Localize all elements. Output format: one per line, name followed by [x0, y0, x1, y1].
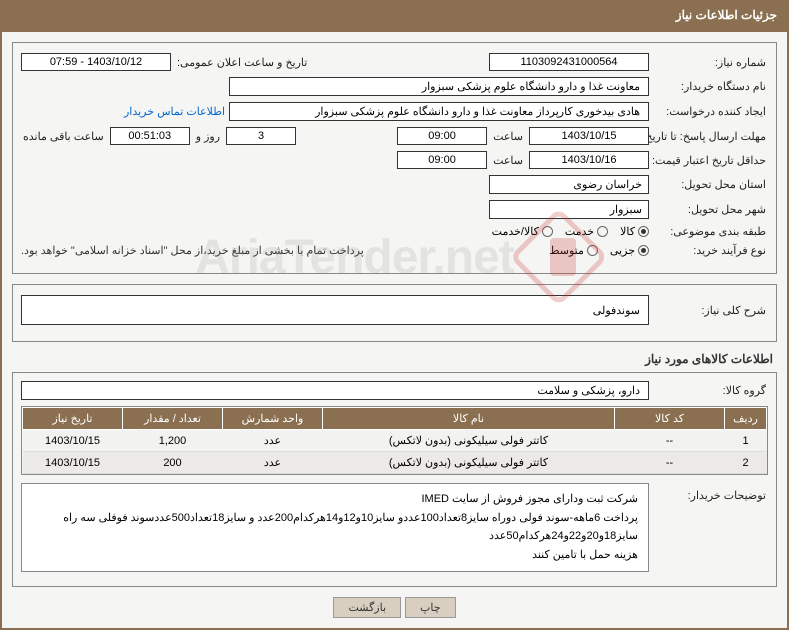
remaining-label: ساعت باقی مانده: [21, 130, 106, 143]
cat-service-radio[interactable]: خدمت: [565, 225, 608, 238]
notes-line-3: هزینه حمل با تامین کنند: [32, 546, 638, 565]
notes-label: توضیحات خریدار:: [653, 483, 768, 502]
time-label-2: ساعت: [491, 154, 525, 167]
cat-goods-service-radio[interactable]: کالا/خدمت: [492, 225, 553, 238]
proc-medium-label: متوسط: [549, 244, 584, 257]
row-notes: توضیحات خریدار: شرکت ثبت ودارای مجوز فرو…: [21, 483, 768, 572]
summary-label: شرح کلی نیاز:: [653, 304, 768, 317]
goods-group-field: دارو، پزشکی و سلامت: [21, 381, 649, 400]
reply-deadline-date: 1403/10/15: [529, 127, 649, 145]
notes-line-1: شرکت ثبت ودارای مجوز فروش از سایت IMED: [32, 490, 638, 509]
details-section: شماره نیاز: 1103092431000564 تاریخ و ساع…: [12, 42, 777, 274]
radio-icon: [638, 245, 649, 256]
row-min-validity: حداقل تاریخ اعتبار قیمت: تا تاریخ: 1403/…: [21, 151, 768, 169]
radio-icon: [542, 226, 553, 237]
page-title: جزئیات اطلاعات نیاز: [676, 8, 777, 22]
days-field: 3: [226, 127, 296, 145]
proc-medium-radio[interactable]: متوسط: [549, 244, 598, 257]
cell-row: 1: [725, 430, 767, 452]
cell-qty: 1,200: [123, 430, 223, 452]
th-unit: واحد شمارش: [223, 408, 323, 430]
cat-service-label: خدمت: [565, 225, 594, 238]
remaining-time: 00:51:03: [110, 127, 190, 145]
min-validity-time: 09:00: [397, 151, 487, 169]
cell-name: کاتتر فولی سیلیکونی (بدون لاتکس): [323, 452, 615, 474]
cat-goods-label: کالا: [620, 225, 635, 238]
button-row: چاپ بازگشت: [12, 597, 777, 618]
proc-minor-radio[interactable]: جزیی: [610, 244, 649, 257]
cell-code: --: [615, 452, 725, 474]
th-date: تاریخ نیاز: [23, 408, 123, 430]
notes-box: شرکت ثبت ودارای مجوز فروش از سایت IMED پ…: [21, 483, 649, 572]
row-goods-group: گروه کالا: دارو، پزشکی و سلامت: [21, 381, 768, 400]
notes-line-2: پرداخت 6ماهه-سوند فولی دوراه سایز8تعداد1…: [32, 509, 638, 546]
radio-icon: [587, 245, 598, 256]
page-header: جزئیات اطلاعات نیاز: [0, 0, 789, 30]
proc-minor-label: جزیی: [610, 244, 635, 257]
row-requester: ایجاد کننده درخواست: هادی بیدخوری کارپرد…: [21, 102, 768, 121]
th-name: نام کالا: [323, 408, 615, 430]
row-summary: شرح کلی نیاز: سوندفولی: [21, 295, 768, 325]
cell-name: کاتتر فولی سیلیکونی (بدون لاتکس): [323, 430, 615, 452]
process-radio-group: جزیی متوسط: [549, 244, 649, 257]
print-button[interactable]: چاپ: [405, 597, 456, 618]
city-field: سبزوار: [489, 200, 649, 219]
th-qty: تعداد / مقدار: [123, 408, 223, 430]
cell-date: 1403/10/15: [23, 452, 123, 474]
goods-section: گروه کالا: دارو، پزشکی و سلامت ردیف کد ک…: [12, 372, 777, 587]
requester-field: هادی بیدخوری کارپرداز معاونت غذا و دارو …: [229, 102, 649, 121]
row-city: شهر محل تحویل: سبزوار: [21, 200, 768, 219]
payment-note: پرداخت تمام با بخشی از مبلغ خرید،از محل …: [21, 244, 364, 257]
row-province: استان محل تحویل: خراسان رضوی: [21, 175, 768, 194]
th-row: ردیف: [725, 408, 767, 430]
goods-info-title: اطلاعات کالاهای مورد نیاز: [16, 352, 773, 366]
radio-icon: [638, 226, 649, 237]
category-radio-group: کالا خدمت کالا/خدمت: [492, 225, 649, 238]
days-and-label: روز و: [194, 130, 222, 143]
row-process: نوع فرآیند خرید: جزیی متوسط پرداخت تمام …: [21, 244, 768, 257]
need-no-field: 1103092431000564: [489, 53, 649, 71]
contact-link[interactable]: اطلاعات تماس خریدار: [124, 105, 225, 118]
ann-datetime-label: تاریخ و ساعت اعلان عمومی:: [175, 56, 309, 69]
row-need-no: شماره نیاز: 1103092431000564 تاریخ و ساع…: [21, 53, 768, 71]
province-label: استان محل تحویل:: [653, 178, 768, 191]
cat-goods-service-label: کالا/خدمت: [492, 225, 539, 238]
table-header-row: ردیف کد کالا نام کالا واحد شمارش تعداد /…: [23, 408, 767, 430]
reply-deadline-label: مهلت ارسال پاسخ: تا تاریخ:: [653, 130, 768, 143]
city-label: شهر محل تحویل:: [653, 203, 768, 216]
buyer-org-field: معاونت غذا و دارو دانشگاه علوم پزشکی سبز…: [229, 77, 649, 96]
main-frame: AriaTender.net شماره نیاز: 1103092431000…: [0, 30, 789, 630]
row-buyer-org: نام دستگاه خریدار: معاونت غذا و دارو دان…: [21, 77, 768, 96]
table-row: 2--کاتتر فولی سیلیکونی (بدون لاتکس)عدد20…: [23, 452, 767, 474]
ann-datetime-field: 1403/10/12 - 07:59: [21, 53, 171, 71]
table-row: 1--کاتتر فولی سیلیکونی (بدون لاتکس)عدد1,…: [23, 430, 767, 452]
th-code: کد کالا: [615, 408, 725, 430]
summary-field: سوندفولی: [21, 295, 649, 325]
category-label: طبقه بندی موضوعی:: [653, 225, 768, 238]
cell-row: 2: [725, 452, 767, 474]
reply-deadline-time: 09:00: [397, 127, 487, 145]
cat-goods-radio[interactable]: کالا: [620, 225, 649, 238]
buyer-org-label: نام دستگاه خریدار:: [653, 80, 768, 93]
min-validity-label: حداقل تاریخ اعتبار قیمت: تا تاریخ:: [653, 154, 768, 167]
requester-label: ایجاد کننده درخواست:: [653, 105, 768, 118]
summary-section: شرح کلی نیاز: سوندفولی: [12, 284, 777, 342]
radio-icon: [597, 226, 608, 237]
cell-unit: عدد: [223, 430, 323, 452]
min-validity-date: 1403/10/16: [529, 151, 649, 169]
cell-date: 1403/10/15: [23, 430, 123, 452]
goods-table-wrap: ردیف کد کالا نام کالا واحد شمارش تعداد /…: [21, 406, 768, 475]
goods-group-label: گروه کالا:: [653, 384, 768, 397]
back-button[interactable]: بازگشت: [333, 597, 401, 618]
time-label-1: ساعت: [491, 130, 525, 143]
row-category: طبقه بندی موضوعی: کالا خدمت کالا/خدمت: [21, 225, 768, 238]
goods-table: ردیف کد کالا نام کالا واحد شمارش تعداد /…: [22, 407, 767, 474]
province-field: خراسان رضوی: [489, 175, 649, 194]
process-label: نوع فرآیند خرید:: [653, 244, 768, 257]
need-no-label: شماره نیاز:: [653, 56, 768, 69]
cell-code: --: [615, 430, 725, 452]
cell-unit: عدد: [223, 452, 323, 474]
row-reply-deadline: مهلت ارسال پاسخ: تا تاریخ: 1403/10/15 سا…: [21, 127, 768, 145]
cell-qty: 200: [123, 452, 223, 474]
